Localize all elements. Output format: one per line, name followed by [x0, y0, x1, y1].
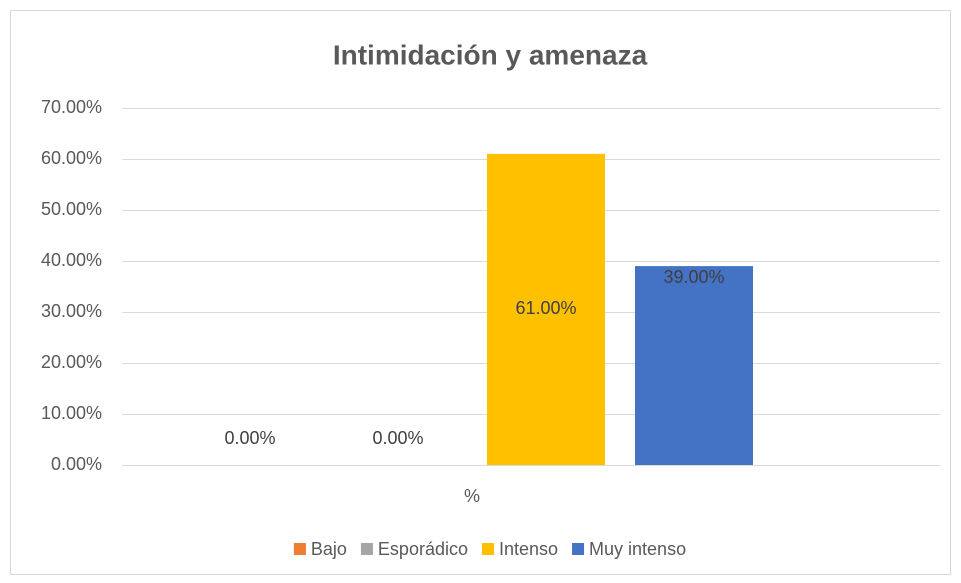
legend-label: Muy intenso	[589, 539, 686, 559]
legend-swatch	[293, 543, 306, 555]
legend-swatch	[481, 543, 494, 555]
legend-label: Esporádico	[378, 539, 468, 559]
data-label: 39.00%	[663, 267, 724, 287]
bar	[635, 266, 753, 465]
y-tick-label: 40.00%	[41, 250, 102, 270]
y-tick-label: 20.00%	[41, 352, 102, 372]
data-label: 0.00%	[224, 428, 275, 448]
legend-label: Intenso	[499, 539, 558, 559]
chart-border	[10, 10, 951, 575]
y-tick-label: 60.00%	[41, 148, 102, 168]
data-label: 61.00%	[515, 298, 576, 318]
data-label: 0.00%	[372, 428, 423, 448]
y-tick-label: 0.00%	[51, 454, 102, 474]
legend-swatch	[572, 543, 585, 555]
y-tick-label: 30.00%	[41, 301, 102, 321]
chart-title: Intimidación y amenaza	[333, 39, 648, 70]
y-tick-label: 70.00%	[41, 97, 102, 117]
legend-label: Bajo	[311, 539, 347, 559]
y-tick-label: 50.00%	[41, 199, 102, 219]
y-tick-label: 10.00%	[41, 403, 102, 423]
bar	[487, 153, 605, 465]
x-tick-label: %	[464, 486, 480, 506]
legend-swatch	[360, 543, 373, 555]
